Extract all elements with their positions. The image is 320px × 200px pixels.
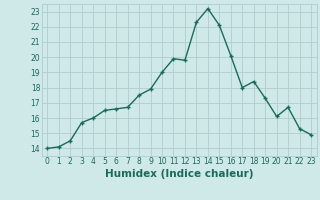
X-axis label: Humidex (Indice chaleur): Humidex (Indice chaleur): [105, 169, 253, 179]
